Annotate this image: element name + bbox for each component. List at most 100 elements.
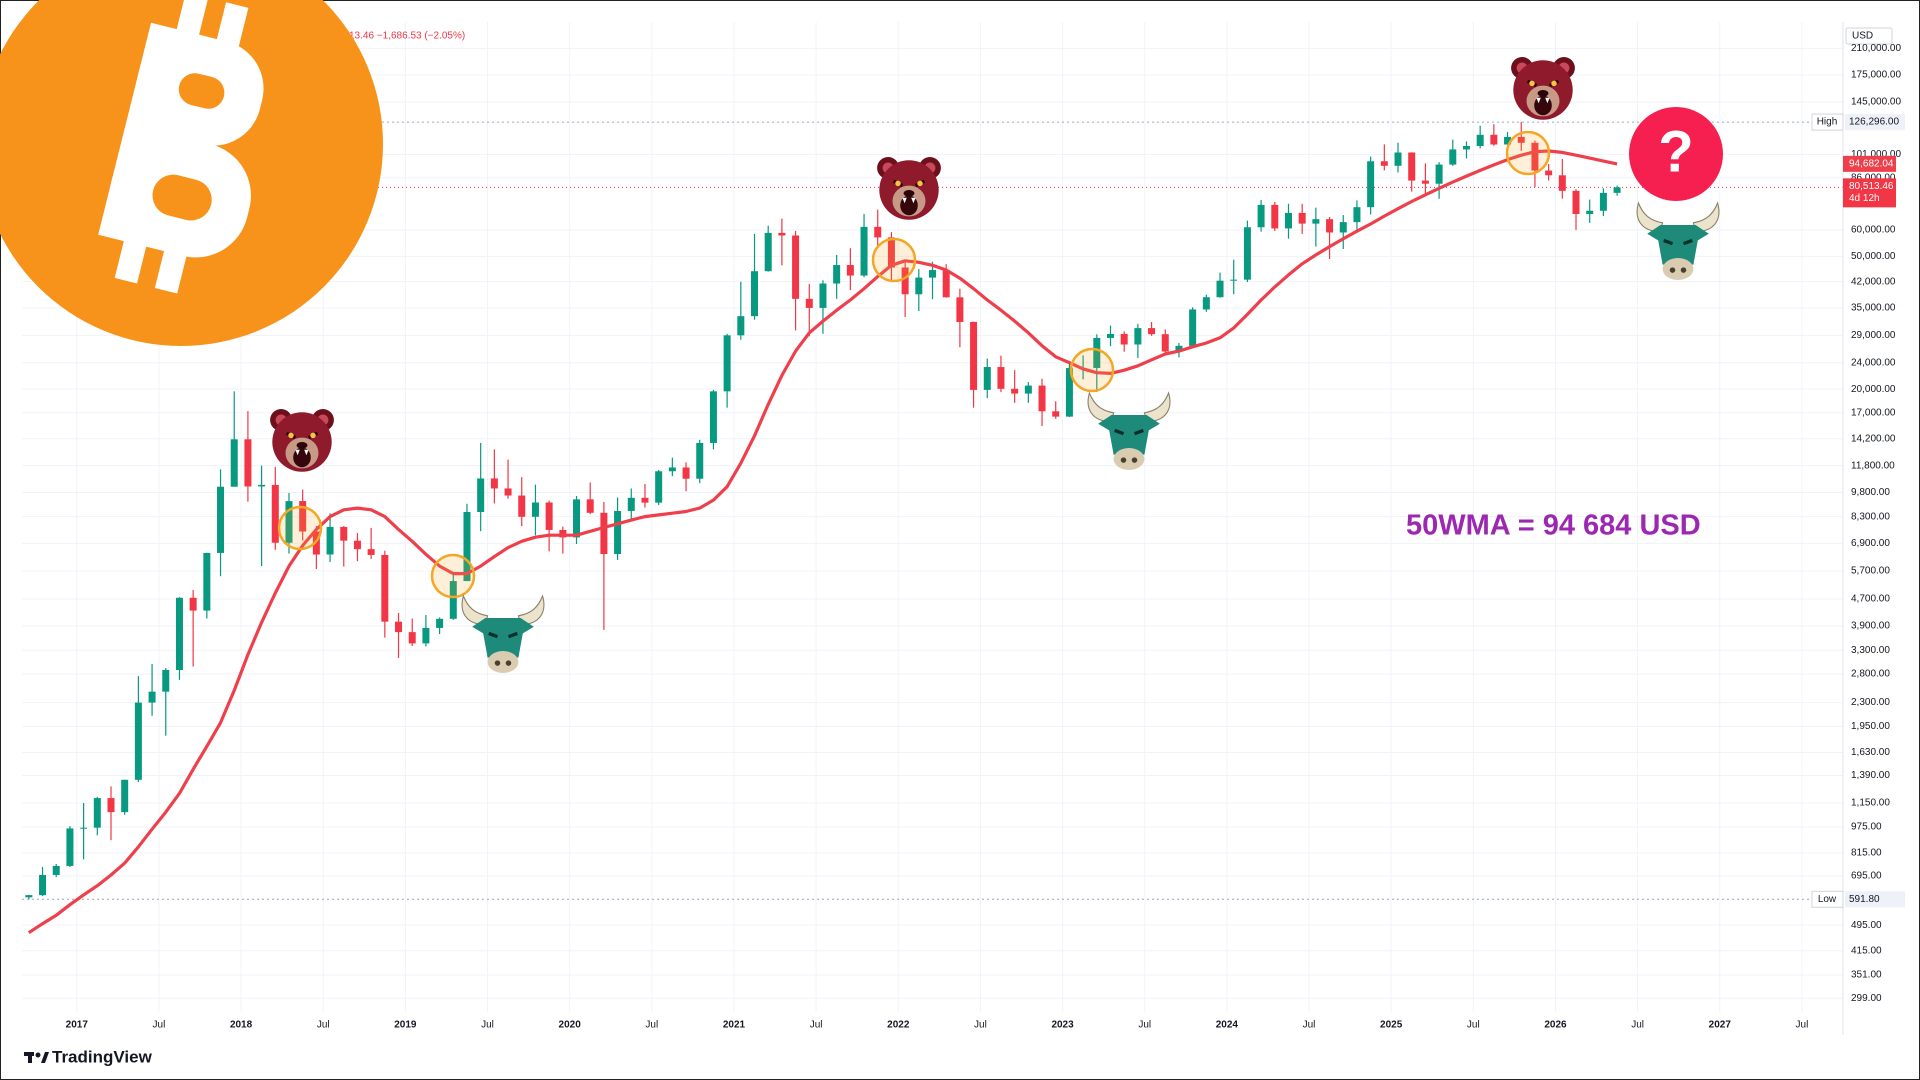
candle-body (970, 321, 978, 390)
high-tag (1811, 113, 1844, 131)
brand-name: TradingView (52, 1047, 153, 1066)
candle-body (655, 471, 663, 503)
y-tick-label: 415.00 (1851, 945, 1882, 956)
candle-body (299, 501, 307, 532)
bear-icon (875, 155, 943, 222)
x-tick-label: Jul (153, 1020, 166, 1031)
candle-body (121, 779, 129, 813)
candle-body (395, 621, 403, 633)
y-tick-label: 145,000.00 (1851, 97, 1901, 108)
candle-body (244, 439, 252, 487)
candle-body (1148, 328, 1156, 335)
candle-body (1613, 187, 1621, 193)
y-tick-label: 20,000.00 (1851, 384, 1896, 395)
candle-body (271, 484, 279, 543)
y-tick-label: 42,000.00 (1851, 276, 1896, 287)
candle-body (422, 627, 430, 644)
candle-body (1175, 345, 1183, 352)
candle-body (1326, 219, 1334, 233)
candle-body (217, 486, 225, 553)
candle-body (1558, 175, 1566, 191)
candle-body (573, 499, 581, 538)
candle-body (66, 828, 74, 866)
candle-body (463, 511, 471, 582)
y-tick-label: 1,950.00 (1851, 721, 1890, 732)
candle-body (696, 442, 704, 479)
currency: USD (1852, 31, 1873, 42)
y-tick-label: 4,700.00 (1851, 594, 1890, 605)
candle-body (367, 549, 375, 555)
candle-body (1449, 149, 1457, 165)
x-tick-label: Jul (1467, 1020, 1480, 1031)
candle-body (1134, 328, 1142, 345)
x-tick-label: Jul (1303, 1020, 1316, 1031)
logo-b (98, 0, 264, 294)
low-value: 591.80 (1849, 894, 1880, 905)
bitcoin-logo (0, 0, 383, 346)
low-tag (1811, 890, 1844, 908)
x-tick-label: 2024 (1216, 1020, 1239, 1031)
bear-icon (268, 407, 336, 474)
y-tick-label: 975.00 (1851, 822, 1882, 833)
candle-body (1024, 385, 1032, 394)
price-axis: USD 210,000.00 175,000.00 145,000.00 101,00… (1811, 22, 1905, 1035)
candle-body (1011, 388, 1019, 394)
candle-body (531, 502, 539, 517)
y-tick-label: 695.00 (1851, 871, 1882, 882)
y-tick-label: 29,000.00 (1851, 330, 1896, 341)
brand: TradingView (24, 1047, 153, 1066)
candle-body (545, 502, 553, 530)
x-tick-label: Jul (317, 1020, 330, 1031)
x-tick-label: 2025 (1380, 1020, 1403, 1031)
y-tick-label: 1,630.00 (1851, 747, 1890, 758)
high-value-tag (1845, 114, 1905, 131)
candle-body (1284, 212, 1292, 229)
candle-body (1531, 142, 1539, 171)
candle-body (258, 484, 266, 487)
x-tick-label: 2018 (230, 1020, 253, 1031)
candle-body (436, 618, 444, 628)
y-tick-label: 495.00 (1851, 920, 1882, 931)
signal-circle (277, 505, 323, 551)
y-tick-label: 11,800.00 (1851, 460, 1895, 471)
y-tick-label: 1,150.00 (1851, 798, 1890, 809)
candle-body (792, 235, 800, 299)
y-tick-label: 210,000.00 (1851, 43, 1901, 54)
candles (25, 122, 1621, 900)
candle-body (353, 540, 361, 550)
y-tick-label: 2,300.00 (1851, 697, 1890, 708)
x-tick-label: Jul (1138, 1020, 1151, 1031)
candle-body (107, 798, 115, 813)
y-tick-label: 3,900.00 (1851, 621, 1890, 632)
candle-body (641, 497, 649, 503)
candle-body (627, 497, 635, 511)
candle-body (1243, 227, 1251, 280)
high-value: 126,296.00 (1849, 117, 1899, 128)
candle-body (1367, 161, 1375, 208)
y-tick-label: 2,800.00 (1851, 669, 1890, 680)
price-label: 80,513.46 (1849, 181, 1894, 192)
candle-body (929, 270, 936, 278)
y-tick-label: 60,000.00 (1851, 225, 1896, 236)
x-tick-label: Jul (974, 1020, 987, 1031)
header-change: 13.46 −1,686.53 (−2.05%) (349, 31, 465, 42)
candle-body (723, 335, 731, 392)
candle-body (737, 316, 745, 336)
bear-icon (1509, 55, 1577, 122)
candle-body (408, 632, 416, 644)
candle-body (819, 283, 827, 308)
y-tick-label: 17,000.00 (1851, 407, 1896, 418)
y-tick-label: 86,000.00 (1851, 172, 1896, 183)
countdown: 4d 12h (1849, 193, 1880, 204)
candle-body (52, 865, 60, 875)
y-tick-label: 5,700.00 (1851, 566, 1890, 577)
candle-body (1106, 333, 1114, 338)
candle-body (600, 512, 608, 555)
signal-circle (1069, 347, 1115, 393)
x-tick-label: 2020 (559, 1020, 582, 1031)
candle-body (477, 478, 485, 512)
x-tick-label: 2022 (887, 1020, 910, 1031)
bull-icon (1635, 201, 1721, 282)
candle-body (1380, 161, 1388, 166)
x-tick-label: 2026 (1544, 1020, 1567, 1031)
